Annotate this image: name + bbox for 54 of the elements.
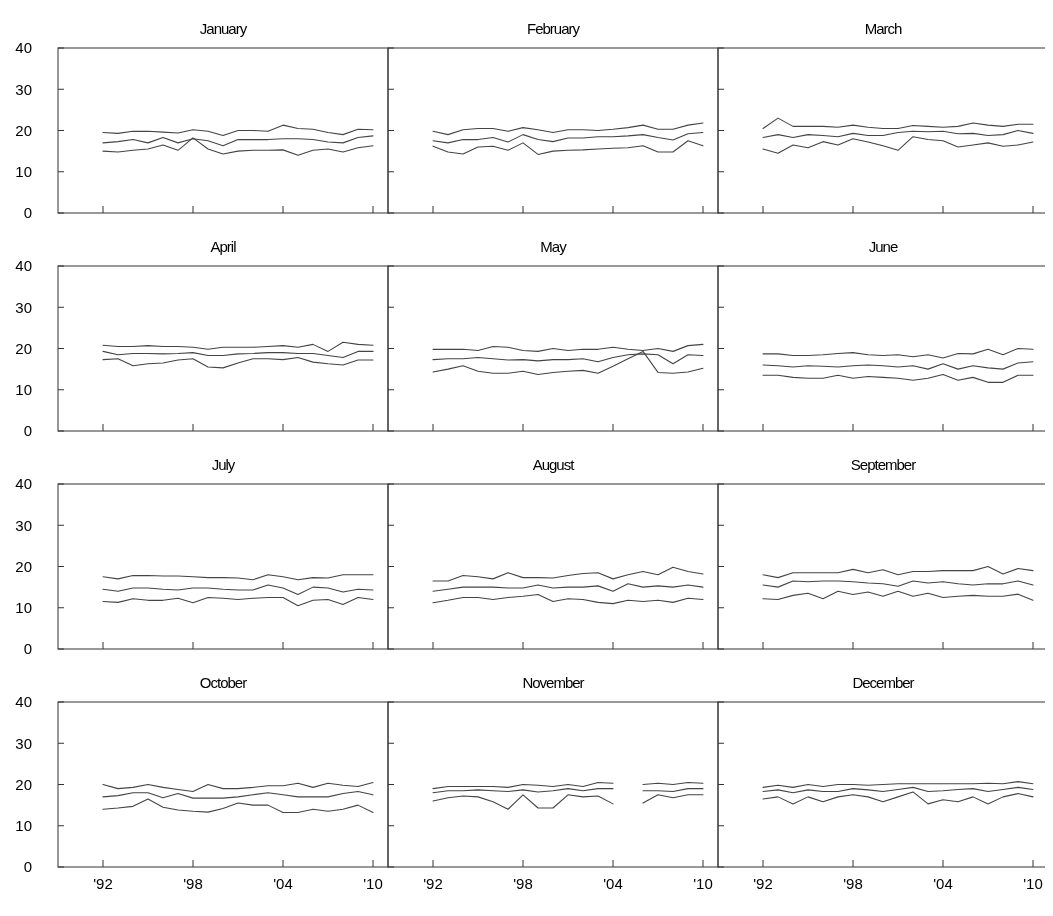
- y-tick-label: 10: [15, 599, 32, 616]
- chart-title: February: [526, 20, 581, 37]
- y-tick-label: 0: [23, 858, 32, 876]
- y-tick-label: 40: [15, 39, 32, 57]
- y-tick-label: 0: [23, 640, 32, 658]
- chart-title: January: [199, 20, 248, 37]
- line-series: [102, 798, 374, 814]
- line-series: [102, 596, 374, 607]
- x-tick-label: '98: [843, 875, 863, 892]
- y-tick-label: 30: [15, 298, 32, 316]
- line-series: [102, 341, 374, 352]
- y-tick-label: 30: [15, 80, 32, 98]
- y-tick-label: 30: [15, 516, 32, 534]
- y-tick-label: 10: [15, 163, 32, 180]
- y-tick-label: 20: [15, 557, 32, 575]
- y-tick-label: 0: [23, 422, 32, 440]
- x-tick-label: '92: [423, 875, 443, 892]
- line-series: [102, 584, 374, 596]
- line-series: [102, 357, 374, 369]
- x-tick-label: '04: [273, 875, 293, 892]
- chart-title: May: [540, 238, 568, 255]
- x-tick-label: '10: [363, 875, 383, 892]
- x-tick-label: '10: [693, 875, 713, 892]
- x-tick-label: '98: [183, 875, 203, 892]
- x-tick-label: '92: [753, 875, 773, 892]
- chart-title: April: [210, 238, 237, 255]
- chart-title: September: [850, 456, 917, 473]
- y-tick-label: 0: [23, 204, 32, 222]
- line-series: [102, 790, 374, 799]
- y-tick-label: 10: [15, 381, 32, 398]
- y-tick-label: 40: [15, 257, 32, 275]
- chart-title: October: [199, 674, 248, 691]
- y-tick-label: 40: [15, 475, 32, 493]
- x-tick-label: '98: [513, 875, 533, 892]
- line-series: [102, 350, 374, 359]
- y-tick-label: 10: [15, 817, 32, 834]
- line-series: [102, 781, 374, 793]
- x-tick-label: '92: [93, 875, 113, 892]
- chart-title: August: [532, 456, 576, 473]
- line-series: [102, 137, 374, 156]
- chart-title: December: [852, 674, 915, 691]
- y-tick-label: 20: [15, 339, 32, 357]
- chart-title: June: [868, 238, 898, 255]
- chart-title: March: [864, 20, 902, 37]
- x-tick-label: '10: [1023, 875, 1043, 892]
- x-tick-label: '04: [603, 875, 623, 892]
- x-tick-label: '04: [933, 875, 953, 892]
- y-tick-label: 20: [15, 775, 32, 793]
- line-series: [102, 124, 374, 136]
- y-tick-label: 40: [15, 693, 32, 711]
- y-tick-label: 30: [15, 734, 32, 752]
- chart-title: July: [211, 456, 236, 473]
- chart-title: November: [522, 674, 585, 691]
- y-tick-label: 20: [15, 121, 32, 139]
